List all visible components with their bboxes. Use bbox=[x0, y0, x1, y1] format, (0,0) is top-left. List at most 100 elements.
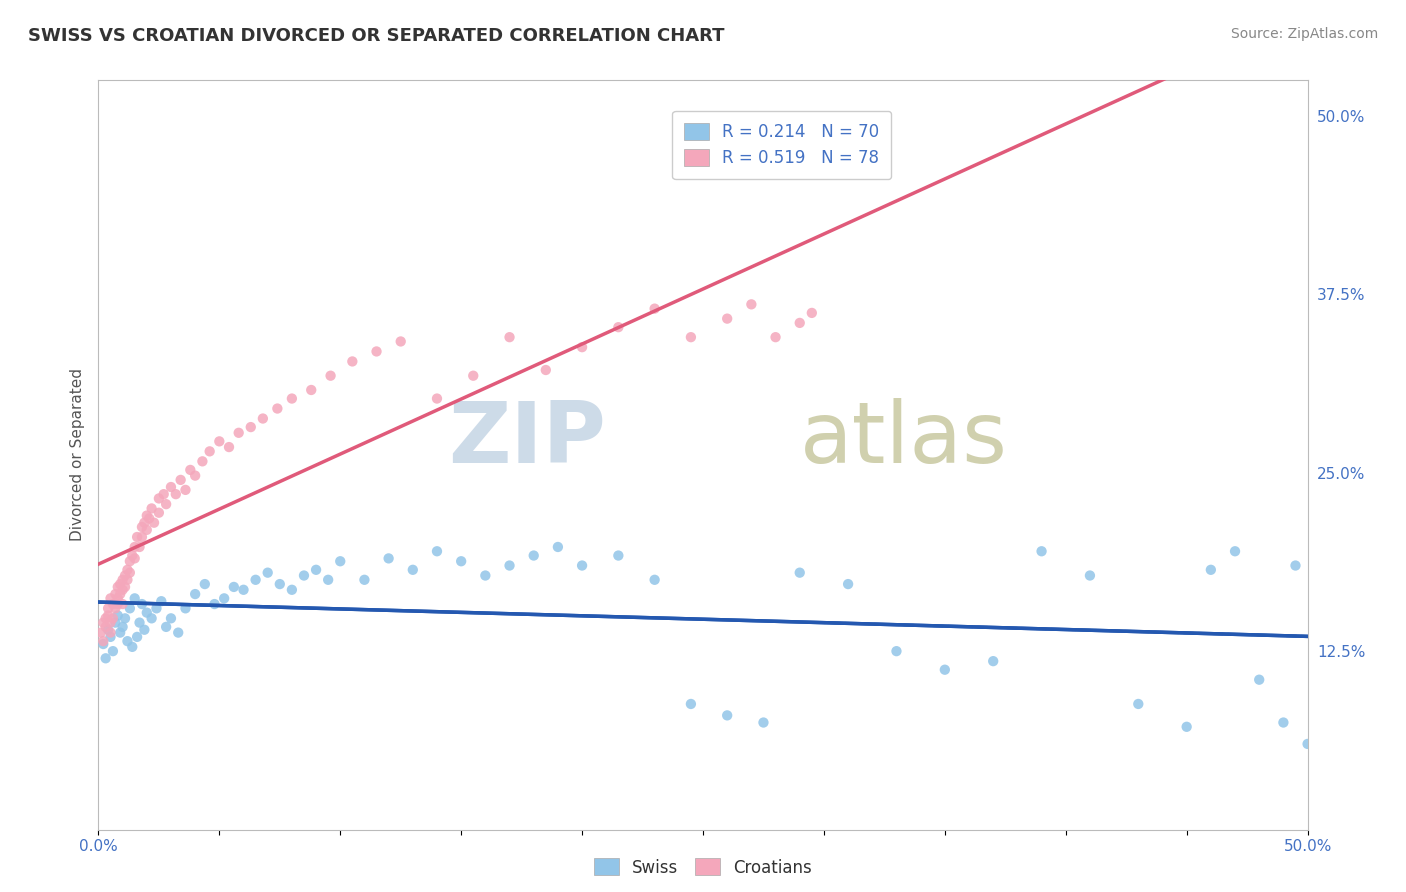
Point bbox=[127, 630, 149, 644]
Point bbox=[1128, 697, 1150, 711]
Point bbox=[377, 551, 399, 566]
Point bbox=[104, 587, 127, 601]
Point bbox=[174, 483, 197, 497]
Point bbox=[679, 697, 702, 711]
Point bbox=[131, 530, 153, 544]
Point bbox=[117, 563, 139, 577]
Point bbox=[607, 549, 630, 563]
Point bbox=[179, 463, 201, 477]
Point bbox=[108, 625, 131, 640]
Point bbox=[184, 587, 207, 601]
Point bbox=[426, 392, 449, 406]
Point bbox=[100, 615, 122, 630]
Point bbox=[389, 334, 412, 349]
Legend: R = 0.214   N = 70, R = 0.519   N = 78: R = 0.214 N = 70, R = 0.519 N = 78 bbox=[672, 112, 891, 179]
Point bbox=[145, 601, 167, 615]
Point bbox=[1249, 673, 1271, 687]
Point bbox=[299, 383, 322, 397]
Point bbox=[118, 601, 141, 615]
Point bbox=[135, 523, 157, 537]
Point bbox=[138, 511, 160, 525]
Point bbox=[155, 620, 177, 634]
Point bbox=[111, 582, 134, 597]
Point bbox=[740, 297, 762, 311]
Point bbox=[498, 330, 520, 344]
Point bbox=[212, 591, 235, 606]
Point bbox=[121, 640, 143, 654]
Point bbox=[353, 573, 375, 587]
Point bbox=[716, 708, 738, 723]
Point bbox=[239, 420, 262, 434]
Point bbox=[218, 440, 240, 454]
Point bbox=[281, 392, 304, 406]
Point bbox=[204, 597, 226, 611]
Point bbox=[281, 582, 304, 597]
Point bbox=[463, 368, 485, 383]
Point bbox=[91, 634, 114, 648]
Point bbox=[245, 573, 267, 587]
Point bbox=[228, 425, 250, 440]
Point bbox=[107, 580, 129, 594]
Point bbox=[108, 577, 131, 591]
Point bbox=[124, 551, 146, 566]
Point bbox=[789, 316, 811, 330]
Point bbox=[128, 540, 150, 554]
Point bbox=[269, 577, 291, 591]
Point bbox=[114, 611, 136, 625]
Point bbox=[886, 644, 908, 658]
Point bbox=[342, 354, 364, 368]
Point bbox=[108, 587, 131, 601]
Point bbox=[94, 651, 117, 665]
Point bbox=[252, 411, 274, 425]
Point bbox=[498, 558, 520, 573]
Point bbox=[1031, 544, 1053, 558]
Point bbox=[1199, 563, 1222, 577]
Point bbox=[97, 623, 120, 637]
Point bbox=[100, 630, 122, 644]
Point bbox=[134, 623, 156, 637]
Point bbox=[111, 597, 134, 611]
Text: ZIP: ZIP bbox=[449, 399, 606, 482]
Point bbox=[148, 506, 170, 520]
Point bbox=[97, 601, 120, 615]
Y-axis label: Divorced or Separated: Divorced or Separated bbox=[69, 368, 84, 541]
Point bbox=[127, 530, 149, 544]
Point bbox=[117, 573, 139, 587]
Point bbox=[165, 487, 187, 501]
Point bbox=[191, 454, 214, 468]
Point bbox=[1078, 568, 1101, 582]
Point bbox=[1223, 544, 1246, 558]
Point bbox=[426, 544, 449, 558]
Point bbox=[152, 487, 174, 501]
Point bbox=[934, 663, 956, 677]
Text: atlas: atlas bbox=[800, 399, 1008, 482]
Point bbox=[135, 508, 157, 523]
Point bbox=[100, 625, 122, 640]
Legend: Swiss, Croatians: Swiss, Croatians bbox=[588, 852, 818, 883]
Point bbox=[141, 611, 163, 625]
Point bbox=[155, 497, 177, 511]
Point bbox=[134, 516, 156, 530]
Point bbox=[571, 340, 593, 354]
Point bbox=[752, 715, 775, 730]
Point bbox=[124, 540, 146, 554]
Point bbox=[111, 573, 134, 587]
Point bbox=[100, 591, 122, 606]
Point bbox=[101, 611, 124, 625]
Point bbox=[101, 644, 124, 658]
Text: SWISS VS CROATIAN DIVORCED OR SEPARATED CORRELATION CHART: SWISS VS CROATIAN DIVORCED OR SEPARATED … bbox=[28, 27, 724, 45]
Point bbox=[107, 597, 129, 611]
Point bbox=[644, 573, 666, 587]
Point bbox=[256, 566, 278, 580]
Point bbox=[789, 566, 811, 580]
Point bbox=[571, 558, 593, 573]
Point bbox=[121, 549, 143, 563]
Point bbox=[319, 368, 342, 383]
Point bbox=[114, 568, 136, 582]
Point bbox=[91, 615, 114, 630]
Point bbox=[981, 654, 1004, 668]
Point bbox=[1296, 737, 1319, 751]
Point bbox=[765, 330, 787, 344]
Point bbox=[101, 597, 124, 611]
Point bbox=[644, 301, 666, 316]
